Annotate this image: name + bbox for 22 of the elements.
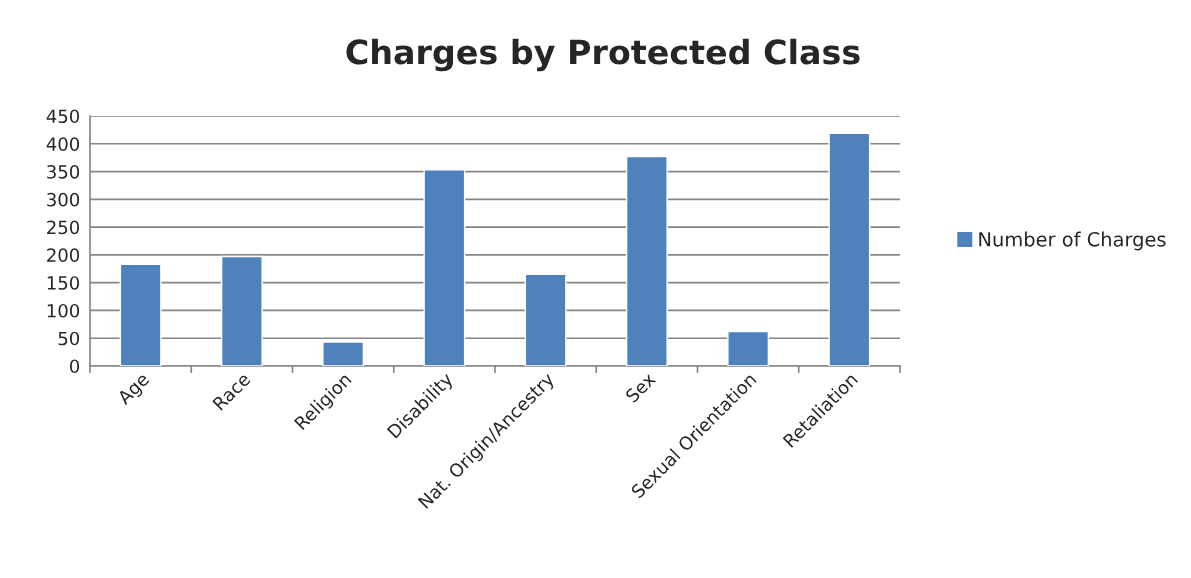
y-tick-label: 300 (47, 192, 80, 207)
y-tick-label: 0 (69, 359, 80, 374)
bar (524, 273, 567, 366)
legend-label: Number of Charges (979, 231, 1166, 251)
bar (423, 169, 466, 366)
bar (828, 132, 871, 366)
x-tick-label: Sex (624, 371, 657, 404)
y-tick-label: 100 (47, 303, 80, 318)
y-tick-label: 450 (46, 109, 80, 124)
y-tick-label: 200 (47, 248, 80, 263)
y-tick-label: 250 (47, 220, 80, 235)
y-tick-label: 50 (58, 331, 80, 346)
y-tick-label: 400 (46, 137, 80, 151)
bar (727, 330, 770, 366)
chart-title: Charges by Protected Class (346, 38, 860, 72)
bar (625, 155, 668, 366)
y-tick-label: 150 (47, 276, 80, 290)
bar (119, 263, 162, 366)
y-tick-label: 350 (47, 165, 80, 179)
bar (322, 341, 365, 366)
bar (220, 255, 263, 366)
x-tick-label: Age (116, 371, 153, 408)
